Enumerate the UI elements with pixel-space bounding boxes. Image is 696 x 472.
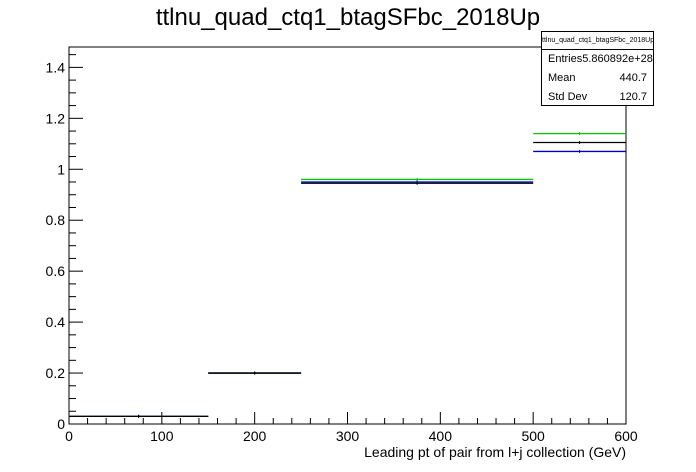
stats-label-entries: Entries xyxy=(548,53,583,65)
stats-value-stddev: 120.7 xyxy=(619,91,647,103)
y-tick-label: 1.4 xyxy=(46,59,66,75)
x-tick-label: 200 xyxy=(243,428,267,444)
y-tick-label: 0.8 xyxy=(46,212,66,228)
x-axis-label: Leading pt of pair from l+j collection (… xyxy=(364,444,626,460)
x-tick-label: 600 xyxy=(614,428,638,444)
y-tick-label: 0.6 xyxy=(46,263,66,279)
chart-title: ttlnu_quad_ctq1_btagSFbc_2018Up xyxy=(155,4,541,31)
x-tick-label: 300 xyxy=(336,428,360,444)
y-tick-label: 0.4 xyxy=(46,314,66,330)
stats-box-name: ttlnu_quad_ctq1_btagSFbc_2018Up xyxy=(542,32,654,50)
stats-value-mean: 440.7 xyxy=(619,72,647,84)
x-tick-label: 100 xyxy=(150,428,174,444)
y-tick-label: 0 xyxy=(57,416,65,432)
y-tick-label: 0.2 xyxy=(46,365,66,381)
stats-label-stddev: Std Dev xyxy=(548,91,588,103)
stats-row-entries: Entries 5.860892e+28 xyxy=(542,50,653,69)
stats-value-entries: 5.860892e+28 xyxy=(582,53,653,65)
x-tick-label: 400 xyxy=(429,428,453,444)
y-tick-label: 1.2 xyxy=(46,110,66,126)
stats-box: ttlnu_quad_ctq1_btagSFbc_2018Up Entries … xyxy=(541,31,654,106)
x-tick-label: 0 xyxy=(65,428,73,444)
x-tick-label: 500 xyxy=(521,428,545,444)
y-tick-label: 1 xyxy=(57,161,65,177)
stats-row-stddev: Std Dev 120.7 xyxy=(542,88,653,107)
stats-label-mean: Mean xyxy=(548,72,576,84)
stats-row-mean: Mean 440.7 xyxy=(542,69,653,88)
